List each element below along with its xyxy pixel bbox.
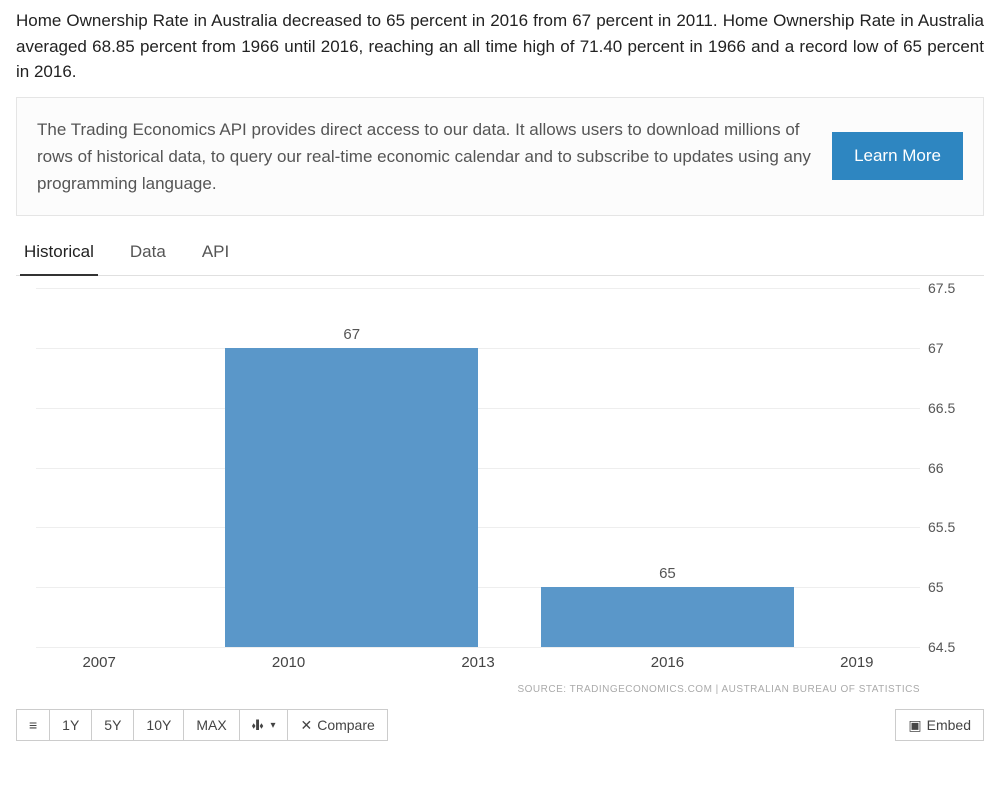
promo-text: The Trading Economics API provides direc… bbox=[37, 116, 812, 198]
range-10y-button[interactable]: 10Y bbox=[133, 709, 184, 741]
bar-value-label: 67 bbox=[225, 326, 478, 343]
y-tick-label: 64.5 bbox=[928, 639, 974, 655]
chart-source-text: SOURCE: TRADINGECONOMICS.COM | AUSTRALIA… bbox=[36, 684, 920, 695]
range-label: MAX bbox=[196, 717, 226, 733]
tab-historical[interactable]: Historical bbox=[20, 232, 98, 276]
x-tick-label: 2013 bbox=[461, 654, 494, 671]
chart-plot-area: 64.56565.56666.56767.56765 bbox=[36, 288, 920, 648]
x-tick-label: 2010 bbox=[272, 654, 305, 671]
list-view-button[interactable]: ≡ bbox=[16, 709, 50, 741]
gridline bbox=[36, 348, 920, 349]
x-tick-label: 2019 bbox=[840, 654, 873, 671]
compare-button[interactable]: ✕ Compare bbox=[287, 709, 387, 741]
learn-more-button[interactable]: Learn More bbox=[832, 132, 963, 180]
chevron-down-icon: ▾ bbox=[270, 720, 275, 731]
y-tick-label: 65.5 bbox=[928, 519, 974, 535]
embed-label: Embed bbox=[927, 717, 971, 733]
range-max-button[interactable]: MAX bbox=[183, 709, 239, 741]
gridline bbox=[36, 468, 920, 469]
range-label: 10Y bbox=[146, 717, 171, 733]
compare-label: Compare bbox=[317, 717, 375, 733]
tab-bar: Historical Data API bbox=[16, 232, 984, 276]
chart-bar[interactable]: 65 bbox=[541, 587, 794, 647]
list-icon: ≡ bbox=[29, 717, 37, 733]
api-promo-panel: The Trading Economics API provides direc… bbox=[16, 97, 984, 217]
range-1y-button[interactable]: 1Y bbox=[49, 709, 92, 741]
y-tick-label: 66 bbox=[928, 460, 974, 476]
y-tick-label: 67 bbox=[928, 340, 974, 356]
range-label: 1Y bbox=[62, 717, 79, 733]
chart-x-axis: 2007 2010 2013 2016 2019 bbox=[36, 648, 920, 676]
gridline bbox=[36, 527, 920, 528]
tab-data[interactable]: Data bbox=[126, 232, 170, 276]
x-tick-label: 2007 bbox=[82, 654, 115, 671]
toolbar-right-group: ▣ Embed bbox=[895, 709, 984, 741]
chart-container: 64.56565.56666.56767.56765 2007201020132… bbox=[16, 284, 984, 695]
intro-text: Home Ownership Rate in Australia decreas… bbox=[16, 8, 984, 85]
shuffle-icon: ✕ bbox=[300, 717, 312, 734]
embed-button[interactable]: ▣ Embed bbox=[895, 709, 984, 741]
tab-api[interactable]: API bbox=[198, 232, 233, 276]
x-tick-label: 2016 bbox=[651, 654, 684, 671]
embed-icon: ▣ bbox=[908, 717, 921, 734]
y-tick-label: 67.5 bbox=[928, 280, 974, 296]
gridline bbox=[36, 288, 920, 289]
chart-type-dropdown[interactable]: ⬪❙⬪ ▾ bbox=[239, 709, 289, 741]
chart-bar[interactable]: 67 bbox=[225, 348, 478, 647]
gridline bbox=[36, 408, 920, 409]
range-5y-button[interactable]: 5Y bbox=[91, 709, 134, 741]
range-label: 5Y bbox=[104, 717, 121, 733]
toolbar-left-group: ≡ 1Y 5Y 10Y MAX ⬪❙⬪ ▾ ✕ Compare bbox=[16, 709, 388, 741]
bar-value-label: 65 bbox=[541, 565, 794, 582]
chart-toolbar: ≡ 1Y 5Y 10Y MAX ⬪❙⬪ ▾ ✕ Compare ▣ Embed bbox=[16, 709, 984, 741]
y-tick-label: 65 bbox=[928, 579, 974, 595]
bar-chart-icon: ⬪❙⬪ bbox=[252, 717, 264, 734]
y-tick-label: 66.5 bbox=[928, 400, 974, 416]
